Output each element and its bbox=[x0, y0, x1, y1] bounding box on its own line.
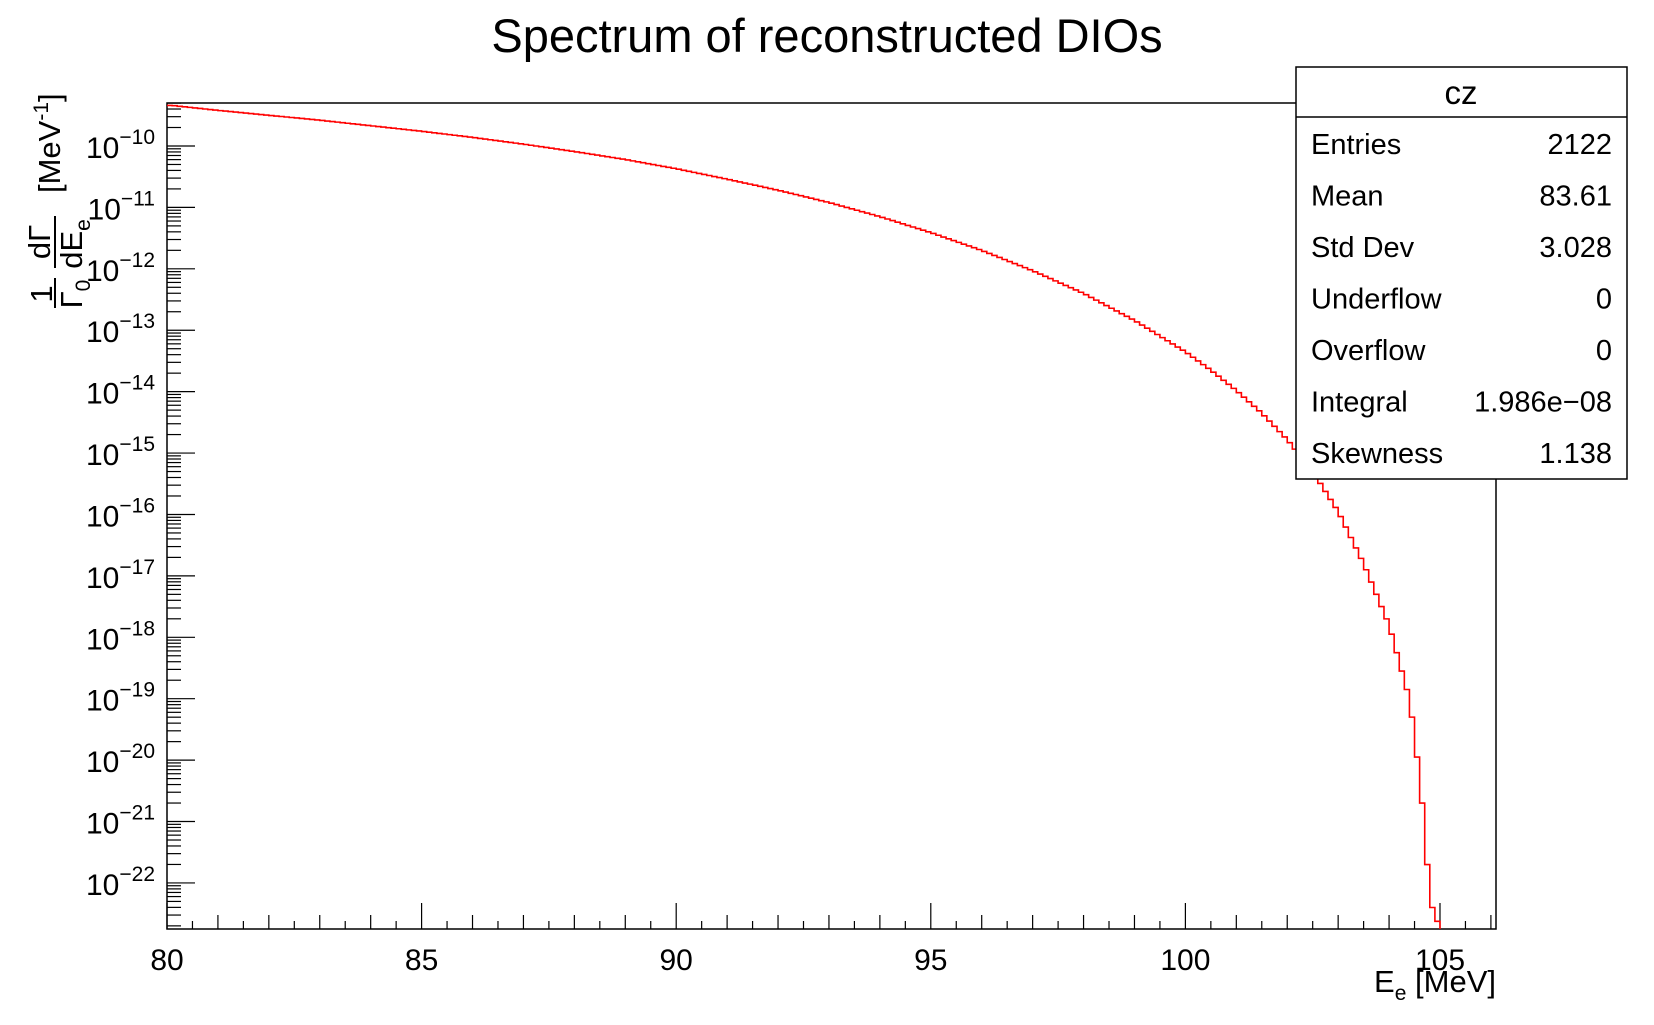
stats-row-value: 0 bbox=[1596, 284, 1612, 316]
y-tick-label: 10−22 bbox=[86, 863, 155, 902]
stats-row-label: Skewness bbox=[1311, 438, 1443, 470]
y-tick-label: 10−20 bbox=[86, 740, 155, 779]
stats-box-frame bbox=[1295, 66, 1628, 480]
x-tick-label: 80 bbox=[150, 944, 183, 977]
y-label-unit: [MeV-1] bbox=[30, 93, 67, 193]
stats-row-value: 1.986e−08 bbox=[1474, 387, 1612, 419]
y-label-deriv-num: dΓ bbox=[22, 225, 57, 259]
y-axis-title: 1 Γ0 dΓ dEe [MeV-1] bbox=[22, 93, 95, 308]
plot-frame bbox=[166, 102, 1497, 930]
histogram-series-line bbox=[167, 104, 1441, 929]
x-axis-tick-labels: 80 85 90 95 100 105 bbox=[150, 944, 1465, 977]
x-tick-label: 90 bbox=[660, 944, 693, 977]
x-tick-label: 85 bbox=[405, 944, 438, 977]
y-tick-label: 10−21 bbox=[86, 802, 155, 841]
y-label-deriv-den: dEe bbox=[54, 219, 95, 269]
x-axis-ticks bbox=[166, 903, 1492, 929]
y-axis-ticks bbox=[167, 102, 195, 927]
stats-box-name: cz bbox=[1445, 74, 1478, 111]
stats-row-label: Integral bbox=[1311, 387, 1408, 419]
x-axis-title: Ee [MeV] bbox=[1374, 964, 1496, 1005]
x-label: Ee [MeV] bbox=[1374, 964, 1496, 1005]
y-tick-label: 10−16 bbox=[86, 494, 155, 533]
stats-row-value: 0 bbox=[1596, 335, 1612, 367]
x-tick-label: 105 bbox=[1415, 944, 1465, 977]
y-tick-label: 10−17 bbox=[86, 556, 155, 595]
stats-row-value: 3.028 bbox=[1539, 232, 1612, 264]
y-tick-label: 10−15 bbox=[86, 433, 155, 472]
y-label-frac-den: Γ0 bbox=[54, 280, 95, 309]
y-tick-label: 10−10 bbox=[86, 126, 155, 165]
stats-row-value: 1.138 bbox=[1539, 438, 1612, 470]
stats-row-label: Mean bbox=[1311, 181, 1384, 213]
y-label-frac-num: 1 bbox=[24, 285, 59, 302]
stats-row-label: Entries bbox=[1311, 129, 1401, 161]
x-tick-label: 100 bbox=[1160, 944, 1210, 977]
stats-row-label: Overflow bbox=[1311, 335, 1426, 367]
stats-box: cz Entries 2122 Mean 83.61 Std Dev 3.028 Under… bbox=[1295, 66, 1628, 480]
stats-row-value: 2122 bbox=[1547, 129, 1612, 161]
y-tick-label: 10−18 bbox=[86, 617, 155, 656]
stats-row-value: 83.61 bbox=[1539, 181, 1612, 213]
y-tick-label: 10−11 bbox=[88, 187, 155, 226]
stats-row-label: Underflow bbox=[1311, 284, 1443, 316]
stats-row-label: Std Dev bbox=[1311, 232, 1415, 264]
y-tick-label: 10−14 bbox=[86, 372, 155, 411]
stats-box-rows: Entries 2122 Mean 83.61 Std Dev 3.028 Underflo… bbox=[1311, 129, 1612, 470]
y-axis-tick-labels: 10−10 10−11 10−12 10−13 10−14 10−15 10−16 10−17… bbox=[86, 126, 155, 902]
y-tick-label: 10−13 bbox=[86, 310, 155, 349]
chart-title: Spectrum of reconstructed DIOs bbox=[491, 9, 1162, 62]
y-tick-label: 10−19 bbox=[86, 679, 155, 718]
x-tick-label: 95 bbox=[914, 944, 947, 977]
y-tick-label: 10−12 bbox=[86, 249, 155, 288]
